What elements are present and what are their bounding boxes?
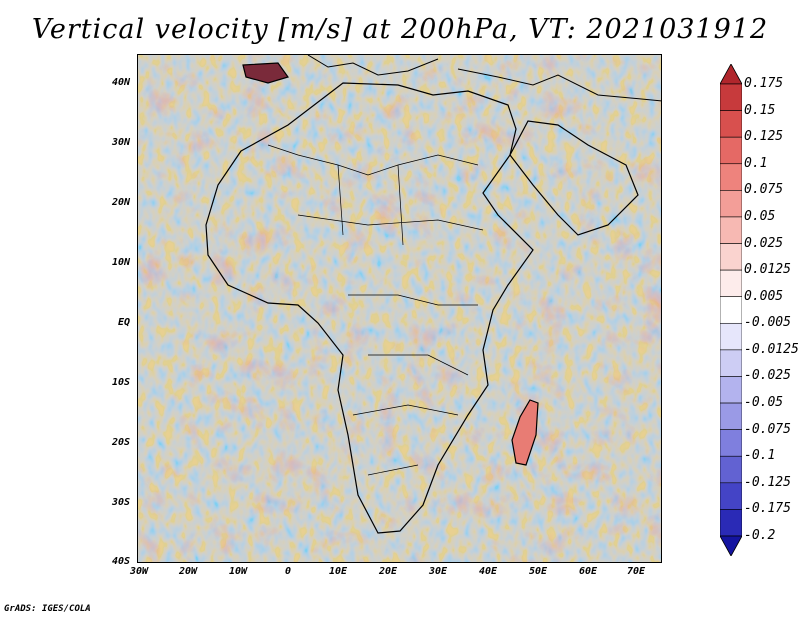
colorbar-bottom-arrow	[720, 535, 742, 556]
colorbar-box	[720, 269, 742, 298]
colorbar-tick-label: -0.1	[744, 448, 776, 464]
country-borders	[267, 144, 484, 476]
colorbar-tick-label: -0.075	[744, 421, 791, 437]
colorbar-box	[720, 243, 742, 271]
colorbar-tick-label: 0.025	[744, 235, 784, 251]
lon-label-30e: 30E	[428, 566, 448, 577]
colorbar-tick-label: 0.125	[744, 129, 784, 145]
colorbar-box	[720, 376, 742, 404]
colorbar-tick-label: -0.005	[744, 315, 791, 331]
lon-label-50e: 50E	[528, 566, 548, 577]
field-blobs	[138, 55, 661, 562]
lat-label-20s: 20S	[111, 437, 130, 448]
lat-label-40s: 40S	[111, 556, 130, 567]
colorbar-tick-label: 0.1	[744, 155, 768, 171]
colorbar-box	[720, 83, 742, 111]
madagascar-coastline	[511, 399, 539, 466]
colorbar-tick-label: 0.005	[744, 288, 784, 304]
colorbar-box	[720, 402, 742, 430]
colorbar-tick-label: -0.025	[744, 368, 791, 384]
lat-label-10n: 10N	[111, 257, 130, 268]
lon-label-10w: 10W	[228, 566, 248, 577]
arabia-coastline	[509, 120, 639, 236]
colorbar-box	[720, 322, 742, 351]
lon-label-70e: 70E	[626, 566, 646, 577]
colorbar-tick-label: 0.05	[744, 208, 776, 224]
africa-coastline	[205, 82, 534, 534]
colorbar-box	[720, 349, 742, 377]
lat-label-20n: 20N	[111, 197, 130, 208]
colorbar-box	[720, 190, 742, 218]
lon-label-30w: 30W	[129, 566, 149, 577]
lon-label-10e: 10E	[328, 566, 348, 577]
colorbar-tick-label: 0.075	[744, 182, 784, 198]
colorbar-tick-label: -0.05	[744, 395, 784, 411]
lat-label-40n: 40N	[111, 77, 130, 88]
lon-label-20w: 20W	[178, 566, 198, 577]
colorbar-tick-label: 0.0125	[744, 262, 791, 278]
colorbar-tick-label: -0.175	[744, 501, 791, 517]
colorbar-tick-label: -0.0125	[744, 341, 799, 357]
colorbar-box	[720, 216, 742, 244]
europe-coastline	[307, 55, 661, 102]
credit-text: GrADS: IGES/COLA	[4, 604, 91, 614]
colorbar-tick-label: -0.125	[744, 474, 791, 490]
colorbar-tick-label: 0.175	[744, 76, 784, 91]
colorbar-box	[720, 455, 742, 484]
colorbar-box	[720, 163, 742, 191]
colorbar-box	[720, 296, 742, 324]
chart-title: Vertical velocity [m/s] at 200hPa, VT: 2…	[31, 14, 769, 45]
iberia-coastline	[242, 62, 289, 84]
vertical-velocity-field	[138, 55, 661, 562]
lat-label-30s: 30S	[111, 497, 130, 508]
colorbar-box	[720, 429, 742, 457]
colorbar-tick-label: 0.15	[744, 102, 776, 118]
lon-label-40e: 40E	[478, 566, 498, 577]
colorbar-box	[720, 482, 742, 510]
lat-label-30n: 30N	[111, 137, 130, 148]
lon-label-0: 0	[284, 566, 292, 577]
colorbar-box	[720, 136, 742, 165]
lat-label-eq: EQ	[117, 317, 130, 328]
colorbar-box	[720, 110, 742, 138]
colorbar	[720, 64, 742, 556]
lon-label-20e: 20E	[378, 566, 398, 577]
lon-label-60e: 60E	[578, 566, 598, 577]
colorbar-box	[720, 509, 742, 537]
colorbar-tick-label: -0.2	[744, 528, 776, 543]
lat-label-10s: 10S	[111, 377, 130, 388]
map-panel	[137, 54, 662, 563]
colorbar-top-arrow	[720, 64, 742, 85]
